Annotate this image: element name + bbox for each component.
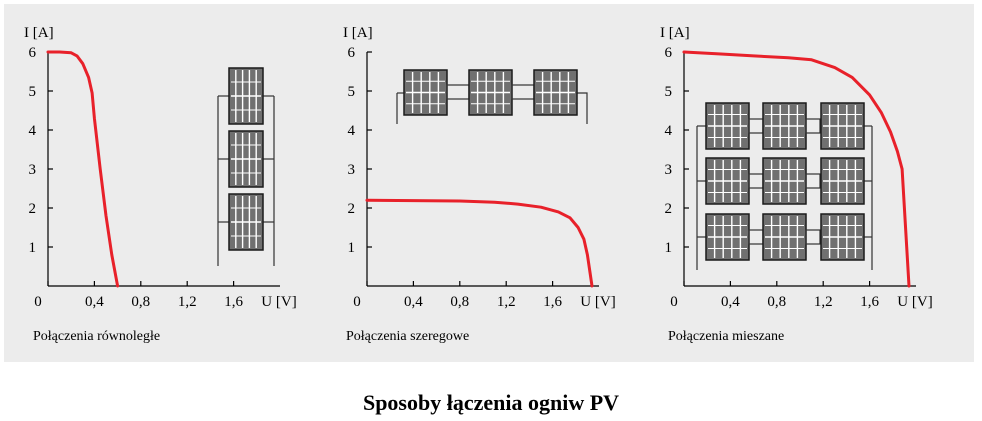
y-axis-label: I [A] [660, 25, 690, 41]
pv-module [705, 102, 750, 150]
wire-right-terminal [577, 92, 588, 124]
pv-module [705, 213, 750, 261]
y-tick-label: 2 [665, 201, 673, 217]
iv-chart-3: 1 2 3 4 5 6 0 0,4 0,8 1,2 1,6 I [A] U [V] Połączenia … [660, 25, 933, 344]
pv-module [403, 69, 448, 116]
pv-module [468, 69, 513, 116]
y-tick-label: 6 [348, 45, 356, 61]
pv-module [762, 157, 807, 205]
series-modules-icon [396, 69, 588, 124]
y-tick-label: 3 [665, 162, 673, 178]
pv-module [705, 157, 750, 205]
x-tick-label: 1,2 [497, 294, 516, 310]
x-tick-label: 0,8 [450, 294, 469, 310]
pv-module [762, 102, 807, 150]
x-axis-label: U [V] [580, 294, 615, 310]
figure-panel [4, 4, 974, 362]
figure-caption: Sposoby łączenia ogniw PV [362, 390, 620, 415]
y-tick-label: 2 [29, 201, 37, 217]
iv-curve [46, 50, 120, 288]
y-tick-label: 5 [665, 84, 673, 100]
y-tick-label: 4 [29, 123, 37, 139]
x-tick-label: 0,4 [721, 294, 740, 310]
y-tick-label: 3 [29, 162, 37, 178]
x-tick-label: 1,6 [543, 294, 562, 310]
parallel-modules-icon [217, 67, 275, 266]
pv-module [820, 213, 865, 261]
series-link [805, 229, 821, 245]
pv-module [762, 213, 807, 261]
pv-module [228, 67, 264, 125]
y-tick-label: 1 [665, 240, 673, 256]
y-tick-label: 1 [29, 240, 37, 256]
x-tick-label: 1,2 [814, 294, 833, 310]
y-tick-label: 2 [348, 201, 356, 217]
pv-module [228, 130, 264, 188]
y-tick-label: 1 [348, 240, 356, 256]
chart-subtitle: Połączenia równoległe [33, 329, 160, 344]
iv-curve [682, 50, 911, 288]
iv-curve [365, 198, 594, 288]
y-tick-label: 5 [348, 84, 356, 100]
series-link [805, 118, 821, 134]
y-axis-label: I [A] [343, 25, 373, 41]
x-tick-label: 0,4 [404, 294, 423, 310]
iv-chart-1: 1 2 3 4 5 6 0 0,4 0,8 1,2 1,6 I [A] U [V] Połączenia … [24, 25, 297, 344]
pv-module [533, 69, 578, 116]
x-axis-label: U [V] [261, 294, 296, 310]
mixed-modules-icon [696, 102, 873, 270]
x-tick-label: 0 [353, 294, 361, 310]
x-tick-label: 0 [34, 294, 42, 310]
pv-module [228, 193, 264, 251]
x-axis-label: U [V] [897, 294, 932, 310]
series-link [748, 118, 764, 134]
series-link [748, 173, 764, 189]
x-tick-label: 1,2 [178, 294, 197, 310]
x-tick-label: 0,4 [85, 294, 104, 310]
y-tick-label: 3 [348, 162, 356, 178]
series-link [805, 173, 821, 189]
x-tick-label: 0 [670, 294, 678, 310]
y-tick-label: 4 [665, 123, 673, 139]
series-link [748, 229, 764, 245]
x-tick-label: 0,8 [131, 294, 150, 310]
y-axis-label: I [A] [24, 25, 54, 41]
x-tick-label: 1,6 [860, 294, 879, 310]
series-link [511, 84, 535, 100]
iv-chart-2: 1 2 3 4 5 6 0 0,4 0,8 1,2 1,6 I [A] U [V] Połączenia … [343, 25, 616, 344]
x-tick-label: 1,6 [224, 294, 243, 310]
series-link [446, 84, 470, 100]
pv-module [820, 157, 865, 205]
y-tick-label: 5 [29, 84, 37, 100]
y-tick-label: 6 [29, 45, 37, 61]
y-tick-label: 4 [348, 123, 356, 139]
x-tick-label: 0,8 [767, 294, 786, 310]
chart-subtitle: Połączenia szeregowe [346, 329, 469, 344]
chart-subtitle: Połączenia mieszane [668, 329, 784, 344]
y-tick-label: 6 [665, 45, 673, 61]
pv-module [820, 102, 865, 150]
